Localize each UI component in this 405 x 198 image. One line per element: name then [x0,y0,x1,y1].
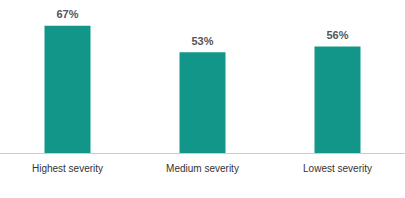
svg-text:53%: 53% [191,35,213,47]
svg-text:Highest severity: Highest severity [32,163,103,174]
svg-text:Lowest severity: Lowest severity [303,163,372,174]
svg-text:Medium severity: Medium severity [166,163,239,174]
svg-text:56%: 56% [326,29,348,41]
svg-text:67%: 67% [56,8,78,20]
